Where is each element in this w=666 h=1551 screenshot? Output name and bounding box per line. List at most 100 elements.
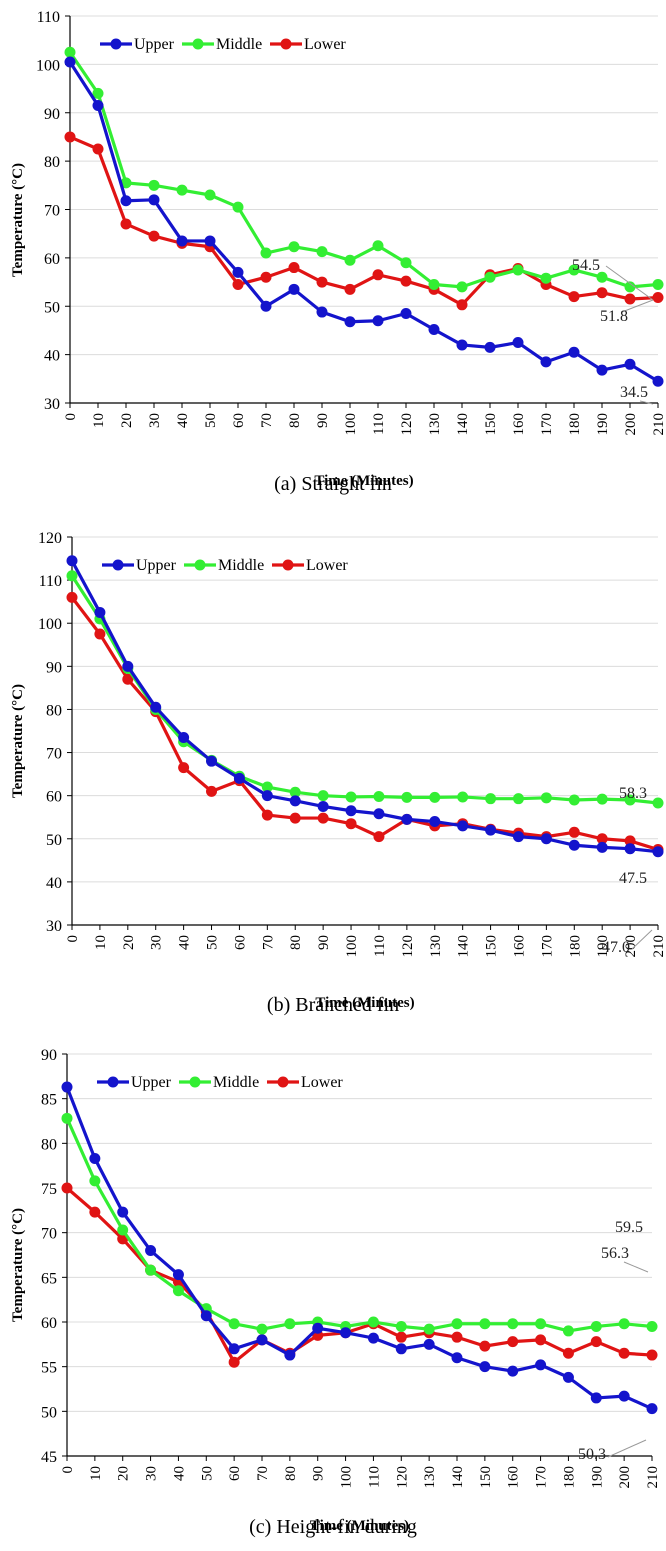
x-tick-label: 130 (427, 413, 443, 436)
legend-label-middle: Middle (216, 36, 262, 53)
legend-label-lower: Lower (306, 557, 348, 574)
x-tick-label: 170 (539, 413, 555, 436)
data-point-middle (512, 264, 524, 276)
legend-label-middle: Middle (213, 1074, 259, 1091)
data-point-lower (261, 809, 273, 821)
legend-marker (194, 559, 206, 571)
data-point-lower (646, 1349, 658, 1361)
y-tick-label: 100 (38, 616, 62, 633)
x-tick-label: 180 (567, 413, 583, 436)
data-point-upper (148, 194, 160, 206)
data-point-middle (429, 791, 441, 803)
y-tick-label: 80 (44, 154, 60, 171)
data-point-middle (117, 1224, 129, 1236)
x-tick-label: 20 (121, 935, 137, 950)
data-point-middle (507, 1318, 519, 1330)
data-point-lower (456, 299, 468, 311)
data-point-upper (94, 606, 106, 618)
data-point-middle (289, 786, 301, 798)
data-point-middle (373, 791, 385, 803)
x-tick-label: 180 (567, 935, 583, 958)
x-tick-label: 120 (400, 935, 416, 958)
legend-label-upper: Upper (136, 557, 177, 574)
y-tick-label: 70 (41, 1226, 57, 1243)
x-tick-label: 40 (175, 413, 191, 428)
data-point-upper (64, 56, 76, 68)
legend-marker (277, 1076, 289, 1088)
y-tick-label: 80 (41, 1136, 57, 1153)
data-point-lower (395, 1331, 407, 1343)
y-tick-label: 110 (37, 9, 60, 26)
data-point-middle (400, 257, 412, 269)
data-point-middle (540, 792, 552, 804)
x-tick-label: 100 (344, 935, 360, 958)
data-point-lower (178, 762, 190, 774)
data-point-upper (232, 266, 244, 278)
data-point-upper (373, 808, 385, 820)
data-point-middle (317, 790, 329, 802)
x-tick-label: 210 (651, 413, 666, 436)
data-point-lower (92, 143, 104, 155)
x-tick-label: 110 (371, 413, 387, 435)
data-point-upper (200, 1310, 212, 1322)
data-point-upper (429, 816, 441, 828)
data-point-middle (261, 781, 273, 793)
data-point-middle (232, 201, 244, 213)
x-tick-label: 110 (366, 1466, 382, 1488)
data-point-middle (568, 264, 580, 276)
data-point-lower (120, 218, 132, 230)
caption-a: (a) Straight fin (274, 473, 392, 495)
data-point-middle (344, 254, 356, 266)
x-tick-label: 30 (149, 935, 165, 950)
data-point-upper (479, 1361, 491, 1373)
x-tick-label: 170 (539, 935, 555, 958)
data-point-upper (122, 660, 134, 672)
data-point-upper (117, 1206, 129, 1218)
series-line-lower (69, 135, 659, 307)
data-point-middle (562, 1325, 574, 1337)
y-tick-label: 85 (41, 1092, 57, 1109)
x-tick-label: 70 (260, 935, 276, 950)
x-tick-label: 60 (231, 413, 247, 428)
data-point-upper (228, 1343, 240, 1355)
data-point-middle (423, 1323, 435, 1335)
annotation-label: 47.5 (619, 870, 647, 887)
data-point-upper (92, 99, 104, 111)
annotation-label: 54.5 (572, 257, 600, 274)
y-tick-label: 55 (41, 1360, 57, 1377)
x-tick-label: 210 (651, 935, 666, 958)
data-point-lower (148, 230, 160, 242)
data-point-middle (652, 278, 664, 290)
annotation-leader (607, 1439, 647, 1458)
x-tick-label: 80 (287, 413, 303, 428)
data-point-middle (624, 794, 636, 806)
y-tick-label: 50 (46, 832, 62, 849)
data-point-upper (423, 1338, 435, 1350)
x-tick-label: 90 (316, 935, 332, 950)
data-point-lower (66, 591, 78, 603)
legend-marker (280, 38, 292, 50)
data-point-middle (89, 1175, 101, 1187)
data-point-middle (428, 278, 440, 290)
y-tick-label: 60 (41, 1315, 57, 1332)
x-tick-label: 0 (65, 935, 81, 943)
x-tick-label: 190 (589, 1466, 605, 1489)
y-axis-title: Temperature (°C) (10, 163, 26, 277)
y-tick-label: 45 (41, 1449, 57, 1466)
y-tick-label: 90 (46, 659, 62, 676)
data-point-lower (206, 785, 218, 797)
data-point-middle (618, 1318, 630, 1330)
data-point-upper (624, 358, 636, 370)
x-tick-label: 140 (455, 413, 471, 436)
y-tick-label: 50 (41, 1404, 57, 1421)
x-tick-label: 190 (595, 935, 611, 958)
y-tick-label: 90 (44, 106, 60, 123)
data-point-lower (373, 831, 385, 843)
data-point-upper (507, 1365, 519, 1377)
data-point-middle (284, 1318, 296, 1330)
data-point-middle (260, 247, 272, 259)
y-tick-label: 65 (41, 1270, 57, 1287)
data-point-lower (228, 1356, 240, 1368)
annotation-label: 50.3 (578, 1446, 606, 1463)
x-tick-label: 30 (147, 413, 163, 428)
